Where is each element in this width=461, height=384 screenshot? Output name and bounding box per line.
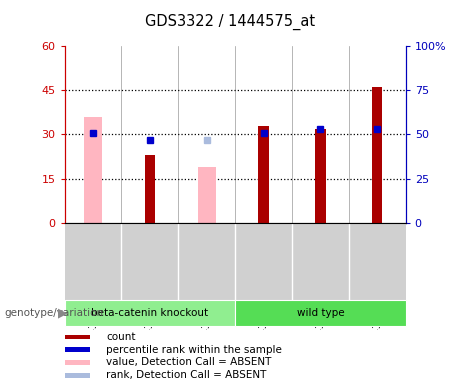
Bar xyxy=(372,87,382,223)
Bar xyxy=(65,334,90,339)
Bar xyxy=(198,167,216,223)
Bar xyxy=(65,360,90,365)
Text: rank, Detection Call = ABSENT: rank, Detection Call = ABSENT xyxy=(106,371,266,381)
Text: count: count xyxy=(106,332,136,342)
Text: percentile rank within the sample: percentile rank within the sample xyxy=(106,344,282,354)
Bar xyxy=(259,126,269,223)
Text: value, Detection Call = ABSENT: value, Detection Call = ABSENT xyxy=(106,358,272,367)
Bar xyxy=(315,129,325,223)
Text: genotype/variation: genotype/variation xyxy=(5,308,104,318)
Bar xyxy=(84,117,102,223)
Bar xyxy=(145,155,155,223)
Bar xyxy=(65,373,90,377)
Text: beta-catenin knockout: beta-catenin knockout xyxy=(91,308,208,318)
Text: wild type: wild type xyxy=(296,308,344,318)
Text: GDS3322 / 1444575_at: GDS3322 / 1444575_at xyxy=(145,13,316,30)
Bar xyxy=(235,300,406,326)
Bar xyxy=(65,300,235,326)
Text: ▶: ▶ xyxy=(58,306,67,319)
Bar xyxy=(65,348,90,352)
